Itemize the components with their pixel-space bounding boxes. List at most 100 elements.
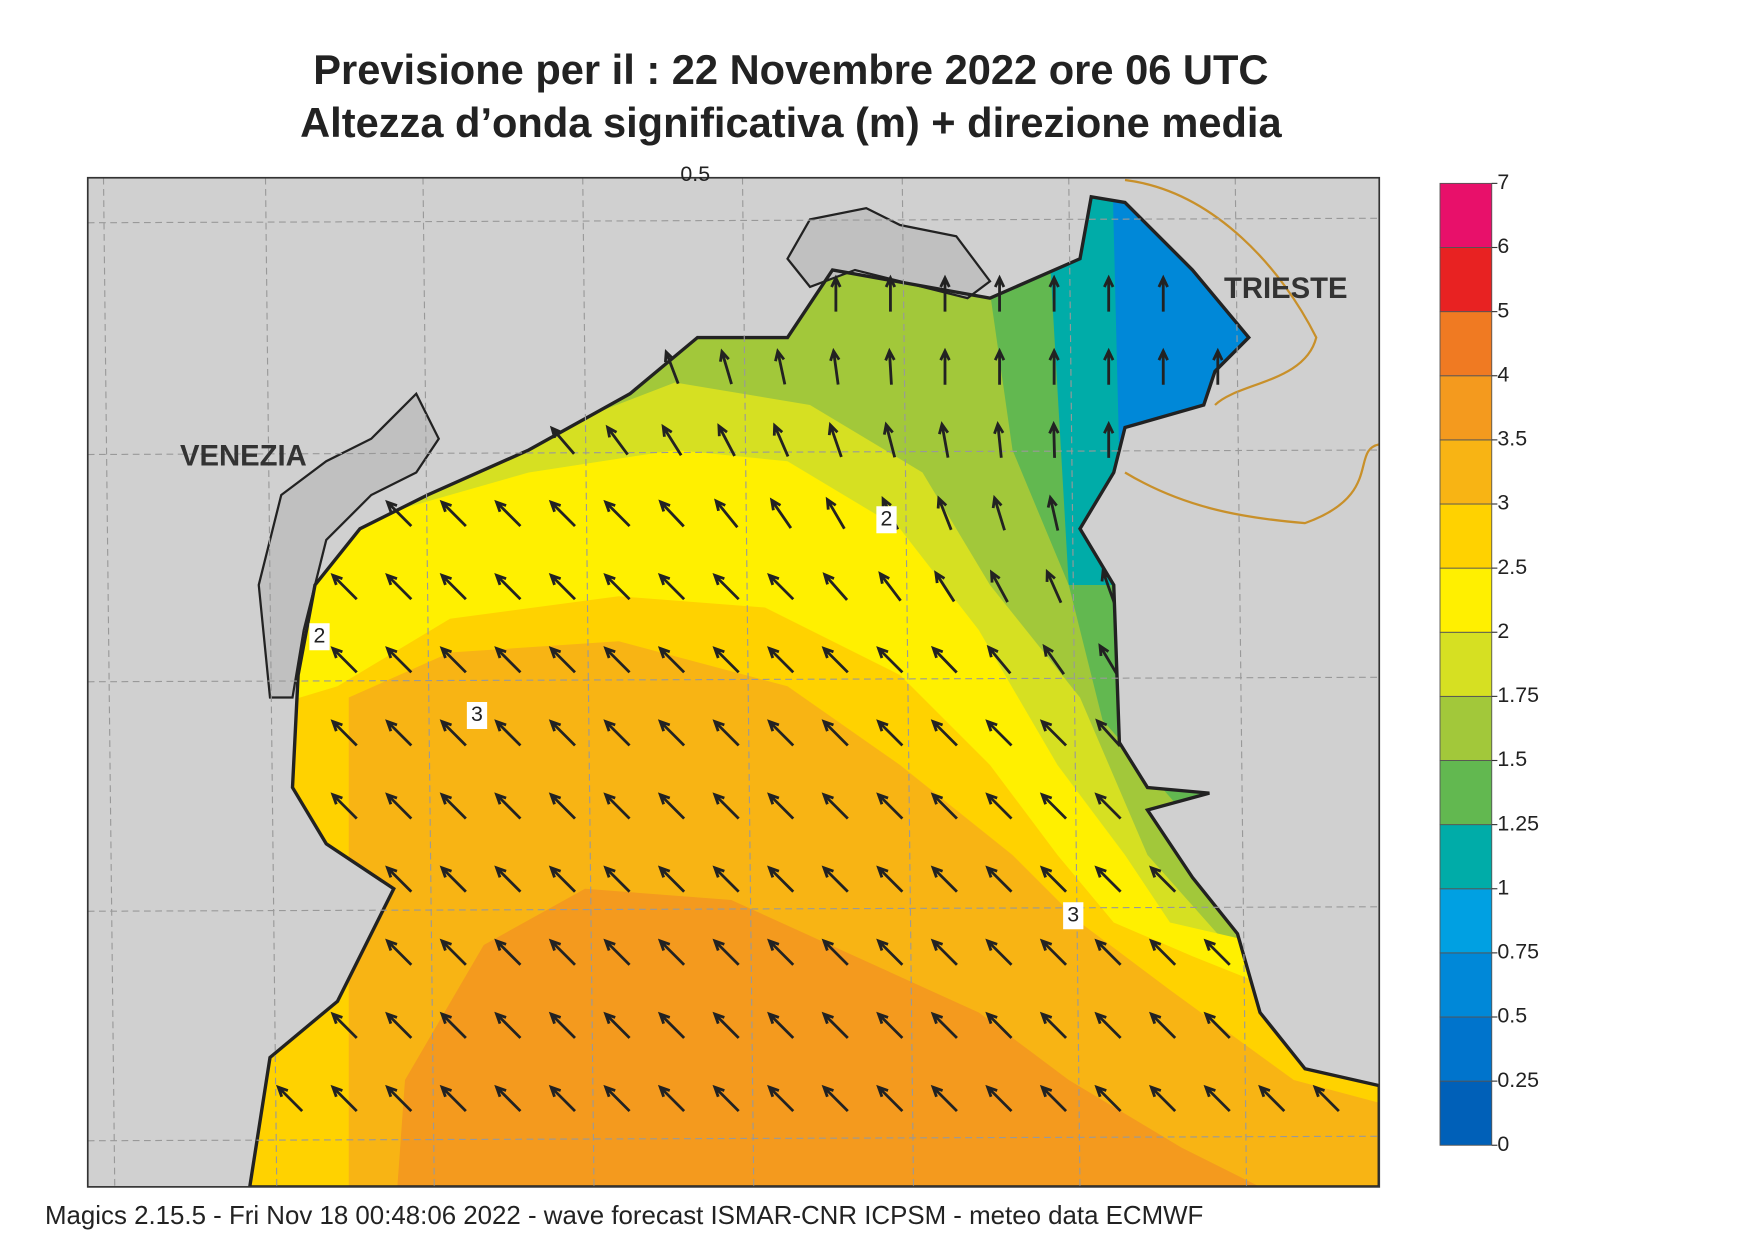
- arrow: [603, 719, 631, 747]
- arrow: [876, 646, 904, 674]
- arrow: [657, 865, 686, 893]
- colorbar-label: 1.75: [1497, 683, 1539, 707]
- arrow: [829, 347, 841, 385]
- arrow: [1094, 792, 1122, 820]
- arrow: [494, 719, 522, 747]
- arrow: [1039, 938, 1068, 966]
- arrow: [657, 1011, 686, 1039]
- arrow: [494, 1084, 522, 1113]
- arrow: [985, 1011, 1013, 1039]
- map-frame: [86, 176, 1381, 1188]
- arrow: [385, 499, 413, 528]
- arrow: [993, 274, 1006, 312]
- contour-label: 0.5: [680, 162, 710, 186]
- city-label: VENEZIA: [180, 441, 307, 473]
- arrow: [712, 572, 740, 601]
- arrow: [717, 423, 736, 457]
- arrow: [767, 646, 795, 674]
- arrow: [985, 719, 1013, 747]
- contour-label: 3: [1067, 902, 1079, 926]
- colorbar-bin: [1439, 1080, 1493, 1146]
- arrow: [494, 865, 522, 893]
- arrow: [767, 792, 795, 820]
- subtitle: Altezza d’onda significativa (m) + direz…: [300, 99, 1282, 146]
- arrow: [767, 719, 795, 747]
- arrow: [1157, 274, 1169, 312]
- arrow: [603, 865, 631, 893]
- arrow: [774, 348, 787, 385]
- wave-direction: [275, 274, 1340, 1113]
- arrow: [930, 645, 958, 674]
- arrow: [767, 1084, 795, 1113]
- arrow: [1203, 1084, 1231, 1113]
- arrow: [991, 494, 1006, 531]
- arrow: [494, 938, 522, 966]
- arrow: [494, 792, 522, 820]
- arrow: [1148, 938, 1177, 966]
- arrow: [1048, 274, 1060, 312]
- colorbar-bin: [1439, 631, 1493, 697]
- arrow: [548, 865, 576, 893]
- colorbar-label: 2.5: [1497, 555, 1527, 579]
- arrow: [993, 420, 1005, 458]
- arrow: [494, 499, 522, 528]
- city-label: TRIESTE: [1224, 273, 1348, 305]
- grid-line: [87, 906, 1380, 912]
- arrow: [827, 421, 843, 458]
- colorbar-bin: [1439, 503, 1493, 569]
- arrow: [663, 349, 680, 385]
- arrow: [385, 1011, 413, 1039]
- arrow: [439, 865, 467, 893]
- arrow: [1203, 1011, 1231, 1039]
- arrow: [769, 497, 793, 529]
- contour-label-bg: [1063, 902, 1084, 930]
- arrow: [822, 572, 849, 601]
- arrow: [884, 274, 897, 312]
- arrow: [330, 719, 358, 747]
- arrow: [548, 646, 576, 674]
- arrow: [439, 499, 467, 528]
- colorbar-label: 3.5: [1497, 427, 1527, 451]
- colorbar-label: 6: [1497, 234, 1509, 258]
- arrow: [986, 644, 1012, 675]
- arrow: [712, 1011, 740, 1039]
- arrow: [1048, 347, 1060, 385]
- colorbar-bin: [1439, 695, 1493, 761]
- arrow: [1148, 1084, 1177, 1113]
- arrow: [876, 719, 904, 747]
- arrow: [330, 792, 358, 820]
- colorbar-label: 2: [1497, 619, 1509, 643]
- arrow: [548, 572, 576, 601]
- arrow: [661, 423, 683, 457]
- colorbar-label: 5: [1497, 298, 1509, 322]
- contour-label-bg: [466, 702, 488, 729]
- arrow: [1258, 1084, 1286, 1113]
- arrow: [385, 865, 413, 893]
- arrow: [1094, 1011, 1122, 1039]
- arrow: [772, 422, 790, 458]
- contour-label: 2: [314, 623, 326, 647]
- arrow: [876, 865, 904, 893]
- arrow: [989, 569, 1009, 603]
- colorbar-bin: [1439, 247, 1493, 313]
- arrow: [876, 792, 904, 820]
- arrow: [930, 792, 958, 820]
- arrow: [878, 571, 902, 602]
- arrow: [821, 646, 849, 674]
- arrow: [549, 425, 576, 455]
- colorbar-label: 0: [1497, 1132, 1509, 1156]
- arrow: [985, 1084, 1013, 1113]
- arrow: [494, 1011, 522, 1039]
- arrow: [603, 499, 631, 528]
- arrow: [821, 1011, 849, 1039]
- arrow: [830, 274, 842, 312]
- arrow: [1039, 719, 1068, 747]
- arrow: [1103, 420, 1115, 458]
- arrow: [603, 1011, 631, 1039]
- arrow: [876, 938, 904, 966]
- arrow: [439, 792, 467, 820]
- arrow: [1103, 347, 1115, 385]
- contour-label: 2: [881, 506, 893, 530]
- arrow: [993, 347, 1006, 385]
- arrow: [439, 1011, 467, 1039]
